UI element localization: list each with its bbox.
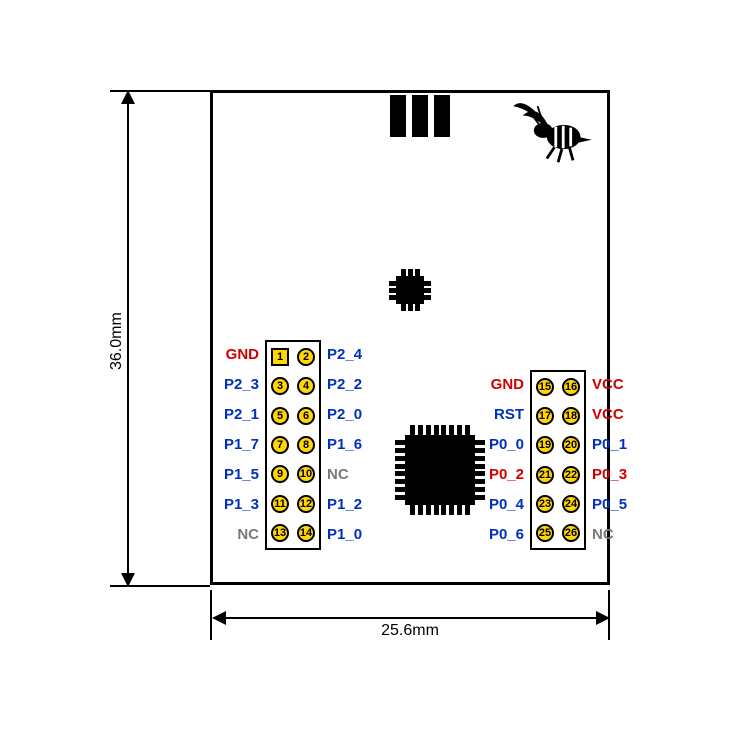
hdim-line (222, 617, 598, 619)
pin-label: VCC (592, 376, 624, 393)
pin-label: P2_0 (327, 406, 362, 423)
pin-pad-3: 3 (267, 371, 293, 400)
small-chip-icon (389, 269, 431, 311)
pin-pad-8: 8 (293, 430, 319, 459)
pin-label: NC (237, 526, 259, 543)
pin-pad-13: 13 (267, 519, 293, 548)
pin-pad-2: 2 (293, 342, 319, 371)
pin-label: P0_3 (592, 466, 627, 483)
pin-label: P2_3 (224, 376, 259, 393)
pin-label: P2_1 (224, 406, 259, 423)
pin-pad-11: 11 (267, 489, 293, 518)
pin-label: P2_4 (327, 346, 362, 363)
pin-pad-14: 14 (293, 519, 319, 548)
pin-label: RST (494, 406, 524, 423)
pin-label: P1_6 (327, 436, 362, 453)
pin-pad-16: 16 (558, 372, 584, 401)
pin-pad-5: 5 (267, 401, 293, 430)
pin-pad-23: 23 (532, 489, 558, 518)
pin-label: P0_1 (592, 436, 627, 453)
pin-label: P1_7 (224, 436, 259, 453)
vdim-arrow-up (121, 90, 135, 104)
pin-pad-20: 20 (558, 431, 584, 460)
pin-label: P0_5 (592, 496, 627, 513)
height-label: 36.0mm (108, 312, 126, 370)
pin-pad-12: 12 (293, 489, 319, 518)
pin-label: P1_3 (224, 496, 259, 513)
pin-label: GND (226, 346, 259, 363)
connector-bar (412, 95, 428, 137)
pin-label: P2_2 (327, 376, 362, 393)
vdim-line (127, 100, 129, 577)
bee-icon (505, 95, 600, 165)
vdim-arrow-down (121, 573, 135, 587)
connector-bar (390, 95, 406, 137)
pin-label: NC (592, 526, 614, 543)
diagram-stage: 36.0mm 25.6mm 123456 (0, 0, 750, 750)
pin-label: NC (327, 466, 349, 483)
pin-pad-10: 10 (293, 460, 319, 489)
antenna-connector-icon (390, 95, 450, 137)
pin-pad-22: 22 (558, 460, 584, 489)
pin-label: P1_2 (327, 496, 362, 513)
hdim-arrow-left (212, 611, 226, 625)
pin-pad-7: 7 (267, 430, 293, 459)
pin-label: P1_0 (327, 526, 362, 543)
pin-pad-24: 24 (558, 489, 584, 518)
pin-header-right: 151617181920212223242526 (530, 370, 586, 550)
pin-label: P0_2 (489, 466, 524, 483)
pin-pad-18: 18 (558, 401, 584, 430)
main-chip-icon (395, 425, 485, 515)
pin-label: P0_0 (489, 436, 524, 453)
connector-bar (434, 95, 450, 137)
hdim-arrow-right (596, 611, 610, 625)
pin-pad-4: 4 (293, 371, 319, 400)
pin-pad-19: 19 (532, 431, 558, 460)
pin-pad-15: 15 (532, 372, 558, 401)
pin-pad-21: 21 (532, 460, 558, 489)
pin-label: VCC (592, 406, 624, 423)
pin-label: P0_6 (489, 526, 524, 543)
width-label: 25.6mm (370, 622, 450, 640)
pin-pad-26: 26 (558, 519, 584, 548)
pin-pad-9: 9 (267, 460, 293, 489)
pin-header-left: 1234567891011121314 (265, 340, 321, 550)
pin-pad-1: 1 (267, 342, 293, 371)
pin-pad-6: 6 (293, 401, 319, 430)
pin-label: GND (491, 376, 524, 393)
pin-pad-25: 25 (532, 519, 558, 548)
pin-label: P1_5 (224, 466, 259, 483)
pin-label: P0_4 (489, 496, 524, 513)
pin-pad-17: 17 (532, 401, 558, 430)
